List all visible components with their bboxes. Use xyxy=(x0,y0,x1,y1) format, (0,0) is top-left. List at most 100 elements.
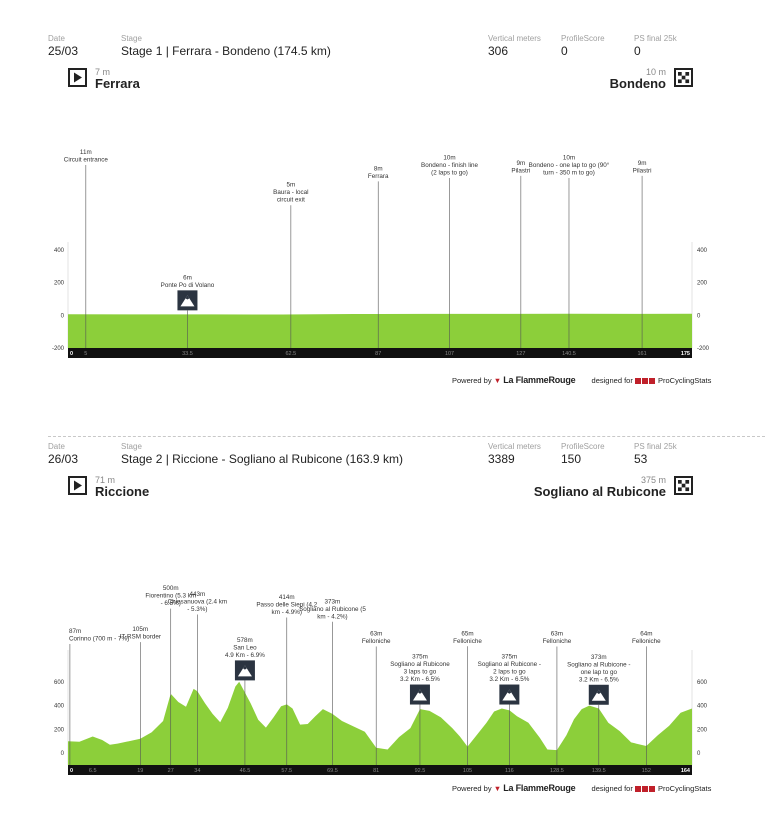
vertical-meters-value: 3389 xyxy=(488,452,515,466)
waypoint-label: - 5.3%) xyxy=(187,606,207,613)
x-tick-label: 107 xyxy=(445,351,454,357)
y-tick-label: 400 xyxy=(54,704,65,710)
x-tick-label: 128.5 xyxy=(550,768,564,774)
y-tick-label: 0 xyxy=(697,313,701,319)
waypoint-label: Felloniche xyxy=(362,638,391,645)
profile-score-value: 150 xyxy=(561,452,582,466)
waypoint-altitude: 8m xyxy=(374,165,383,172)
procyclingstats-logo: ProCyclingStats xyxy=(658,376,712,385)
start-name: Ferrara xyxy=(95,76,140,91)
waypoint-label: Chiesanuova (2.4 km xyxy=(168,599,228,606)
waypoint-altitude: 105m xyxy=(132,626,148,633)
waypoint-altitude: 375m xyxy=(412,654,428,661)
road-bar xyxy=(68,765,692,775)
waypoint-altitude: 578m xyxy=(237,637,253,644)
waypoint-label: Fiorentino (5.3 km xyxy=(145,593,196,600)
y-tick-label: 200 xyxy=(697,727,708,733)
waypoint-label: IT-RSM border xyxy=(120,634,161,641)
x-tick-label: 5 xyxy=(84,351,87,357)
waypoint-altitude: 63m xyxy=(551,630,563,637)
x-tick-label: 175 xyxy=(681,351,690,357)
x-tick-label: 69.5 xyxy=(327,768,338,774)
designed-for-text: designed for xyxy=(591,376,633,385)
waypoint-altitude: 63m xyxy=(370,630,382,637)
waypoint-altitude: 375m xyxy=(501,654,517,661)
x-tick-label: 116 xyxy=(505,768,514,774)
pcs-logo-icon xyxy=(634,784,656,793)
y-tick-label: 200 xyxy=(697,281,708,287)
waypoint-label: 3 laps to go xyxy=(404,669,437,676)
x-tick-label: 105 xyxy=(463,768,472,774)
waypoint-altitude: 11m xyxy=(80,149,92,156)
waypoint-label: Sogliano al Rubicone xyxy=(390,661,450,668)
waypoint-altitude: 414m xyxy=(279,594,295,601)
waypoint-label: Sogliano al Rubicone - xyxy=(478,661,541,668)
x-tick-label: 140.5 xyxy=(562,351,576,357)
waypoint-label: 3.2 Km - 6.5% xyxy=(579,676,619,683)
waypoint-altitude: 9m xyxy=(638,160,647,167)
y-tick-label: 0 xyxy=(697,751,701,757)
waypoint-label: - 6.5%) xyxy=(161,600,181,607)
waypoint-altitude: 5m xyxy=(286,182,295,189)
x-tick-label: 6.5 xyxy=(89,768,97,774)
y-tick-label: 0 xyxy=(61,751,65,757)
elevation-area xyxy=(68,681,692,765)
chart-credits: Powered by ▼ La FlammeRouge designed for… xyxy=(452,783,711,793)
stage-profile-card: Date 26/03 Stage Stage 2 | Riccione - So… xyxy=(0,438,765,810)
waypoint-label: Corinno (700 m - 7%) xyxy=(69,635,129,642)
start-altitude: 7 m xyxy=(95,67,111,77)
x-tick-label: 57.5 xyxy=(281,768,292,774)
procyclingstats-logo: ProCyclingStats xyxy=(658,784,712,793)
profile-score-label: ProfileScore xyxy=(561,34,605,43)
start-name: Riccione xyxy=(95,484,150,499)
play-icon xyxy=(68,476,87,495)
stage-label: Stage xyxy=(121,34,142,43)
waypoint-label: 2 laps to go xyxy=(493,669,526,676)
ps-final-label: PS final 25k xyxy=(634,34,677,43)
y-tick-label: 200 xyxy=(54,727,65,733)
elevation-profile-chart: -200 -200 0 0 200 200 400 400 0 5 33.5 62.5 87 107 127… xyxy=(52,149,710,358)
checkered-flag-icon xyxy=(674,68,693,87)
y-tick-label: 600 xyxy=(697,680,708,686)
x-tick-label: 0 xyxy=(70,351,73,357)
waypoint-label: circuit exit xyxy=(277,197,305,204)
mountain-icon xyxy=(234,660,255,681)
elevation-profile-chart: 0 0 200 200 400 400 600 600 0 6.5 19 27 34 46.5 57.5 69… xyxy=(54,585,708,775)
stage-title[interactable]: Stage 2 | Riccione - Sogliano al Rubicon… xyxy=(121,452,403,466)
mountain-icon xyxy=(588,684,609,705)
x-tick-label: 127 xyxy=(516,351,525,357)
x-tick-label: 0 xyxy=(70,768,73,774)
waypoint-altitude: 500m xyxy=(163,585,179,592)
waypoint-label: Felloniche xyxy=(632,638,661,645)
powered-by-text: Powered by xyxy=(452,376,492,385)
waypoint-label: 3.2 Km - 6.5% xyxy=(400,676,440,683)
x-tick-label: 34 xyxy=(194,768,200,774)
waypoint-label: km - 4.2%) xyxy=(317,613,347,620)
ps-final-label: PS final 25k xyxy=(634,442,677,451)
x-tick-label: 62.5 xyxy=(285,351,296,357)
y-tick-label: 400 xyxy=(697,704,708,710)
profile-score-value: 0 xyxy=(561,44,568,58)
waypoint-label: 4.9 Km - 6.9% xyxy=(225,652,265,659)
stage-date: 25/03 xyxy=(48,44,79,58)
la-flamme-rouge-logo: La FlammeRouge xyxy=(503,375,576,385)
waypoint-label: one lap to go xyxy=(581,669,618,676)
waypoint-label: Sogliano al Rubicone (5 xyxy=(299,606,366,613)
x-tick-label: 33.5 xyxy=(182,351,193,357)
date-label: Date xyxy=(48,34,65,43)
waypoint-altitude: 9m xyxy=(516,160,525,167)
stage-date: 26/03 xyxy=(48,452,79,466)
checkered-flag-icon xyxy=(674,476,693,495)
date-label: Date xyxy=(48,442,65,451)
la-flamme-rouge-logo: La FlammeRouge xyxy=(503,783,576,793)
finish-altitude: 10 m xyxy=(645,67,666,77)
mountain-icon xyxy=(499,684,520,705)
waypoint-label: turn - 350 m to go) xyxy=(543,169,595,176)
vertical-meters-value: 306 xyxy=(488,44,509,58)
stage-title[interactable]: Stage 1 | Ferrara - Bondeno (174.5 km) xyxy=(121,44,331,58)
pcs-logo-icon xyxy=(634,376,656,385)
vertical-meters-label: Vertical meters xyxy=(488,34,541,43)
finish-altitude: 375 m xyxy=(640,475,666,485)
powered-by-text: Powered by xyxy=(452,784,492,793)
flame-icon: ▼ xyxy=(493,784,502,793)
